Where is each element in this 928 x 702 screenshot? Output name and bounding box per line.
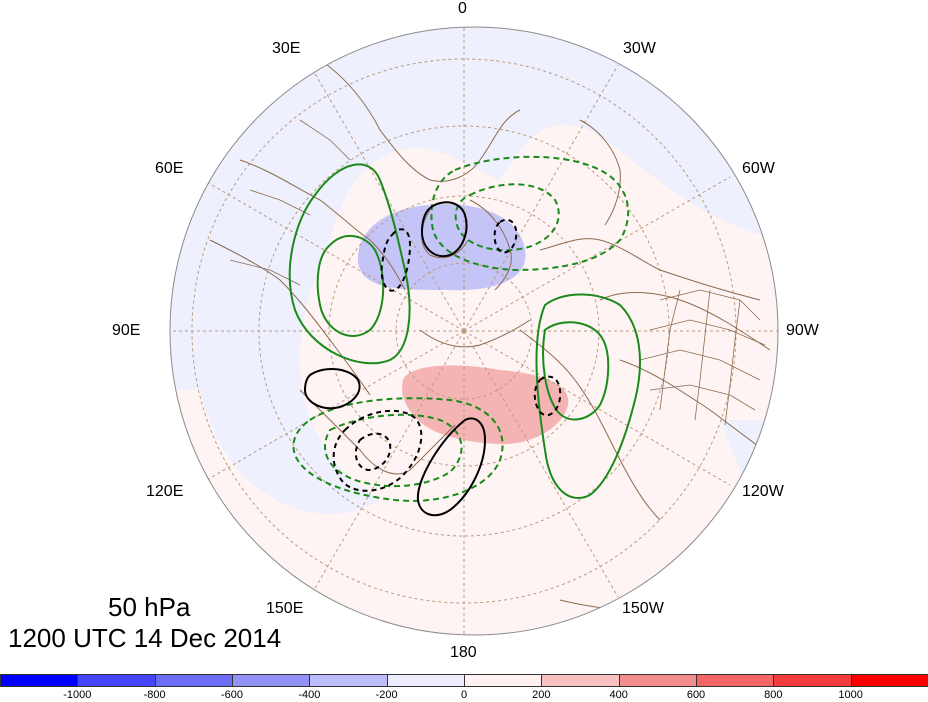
colorbar-box [773,674,852,687]
colorbar-tick-label: -200 [375,689,398,701]
colorbar-box [0,674,79,687]
colorbar-box [541,674,620,687]
colorbar-tick-label: 400 [609,689,628,701]
colorbar-box [386,674,465,687]
colorbar-box [618,674,697,687]
colorbar-tick-label: 0 [460,689,468,701]
coastlines [209,59,771,611]
colorbar: -1000 -800 -600 -400 -200 0 200 400 600 800 1000 [0,674,928,702]
lon-label-90e: 90E [112,322,141,339]
green-dashed-contours [292,155,630,502]
lon-label-180: 180 [450,644,477,661]
state-boundaries [229,119,766,426]
colorbar-tick-label: -600 [220,689,244,701]
lon-label-150w: 150W [622,600,664,617]
lon-label-120e: 120E [146,483,184,500]
colorbar-box [154,674,233,687]
pressure-level-title: 50 hPa [108,592,191,622]
green-solid-contours [288,163,641,499]
colorbar-box [850,674,928,687]
colorbar-tick-label: 1000 [838,689,863,701]
negative-anomaly-fill [357,204,526,291]
lon-label-150e: 150E [266,600,304,617]
lon-label-30e: 30E [272,40,301,57]
positive-anomaly-fill [402,365,569,445]
valid-time-title: 1200 UTC 14 Dec 2014 [8,623,282,653]
colorbar-tick-label: -400 [298,689,321,701]
colorbar-tick-label: 600 [686,689,706,701]
lon-label-60w: 60W [742,160,775,177]
lon-label-30w: 30W [623,40,656,57]
lon-label-60e: 60E [155,160,184,177]
colorbar-box [77,674,156,687]
colorbar-tick-label: -800 [143,689,166,701]
colorbar-box [309,674,388,687]
lon-label-90w: 90W [786,322,819,339]
colorbar-tick-label: 800 [764,689,783,701]
colorbar-box [696,674,775,687]
colorbar-tick-label: 200 [532,689,551,701]
colorbar-tick-label: -1000 [63,689,92,701]
lon-label-0: 0 [458,0,467,17]
lon-label-120w: 120W [742,483,784,500]
colorbar-box [232,674,311,687]
black-solid-contours [303,201,487,517]
map-boundary [169,26,779,636]
black-dashed-contours [332,218,562,492]
light-blue-anomaly-region [170,27,778,514]
colorbar-box [464,674,543,687]
